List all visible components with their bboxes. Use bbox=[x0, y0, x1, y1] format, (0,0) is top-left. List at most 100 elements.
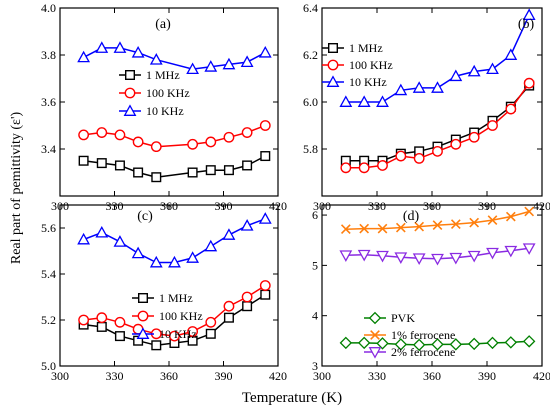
data-point bbox=[432, 220, 443, 230]
data-point bbox=[242, 301, 253, 312]
panel-label: (a) bbox=[155, 17, 171, 32]
data-point bbox=[260, 289, 271, 300]
data-point bbox=[469, 217, 480, 228]
series-3 bbox=[77, 41, 272, 75]
legend-marker bbox=[328, 43, 339, 54]
data-point bbox=[522, 8, 536, 21]
series-line bbox=[83, 155, 266, 178]
legend-label: 100 KHz bbox=[146, 86, 190, 100]
x-axis-label: Temperature (K) bbox=[242, 390, 342, 406]
data-point bbox=[258, 212, 272, 224]
data-point bbox=[96, 127, 108, 138]
x-tick-label: 300 bbox=[313, 369, 331, 383]
panel-label: (c) bbox=[137, 209, 153, 224]
data-point bbox=[505, 211, 516, 222]
data-point bbox=[504, 245, 518, 258]
data-point bbox=[223, 312, 234, 323]
y-tick-label: 5 bbox=[312, 258, 318, 272]
data-point bbox=[413, 152, 425, 164]
data-point bbox=[412, 338, 426, 352]
data-point bbox=[357, 95, 371, 107]
data-point bbox=[149, 53, 163, 65]
data-point bbox=[205, 328, 216, 339]
legend-label: 100 KHz bbox=[349, 58, 393, 72]
data-point bbox=[114, 316, 126, 328]
legend-marker bbox=[137, 293, 148, 304]
data-point bbox=[449, 69, 463, 82]
data-point bbox=[376, 337, 389, 350]
y-tick-label: 5.6 bbox=[41, 221, 56, 235]
series-1 bbox=[339, 335, 536, 352]
panel-label: (d) bbox=[403, 209, 420, 224]
data-point bbox=[187, 138, 199, 150]
series-3 bbox=[77, 212, 272, 268]
data-point bbox=[151, 172, 162, 183]
data-point bbox=[377, 223, 388, 234]
series-3 bbox=[339, 243, 536, 266]
series-2 bbox=[340, 206, 535, 235]
data-point bbox=[357, 249, 371, 262]
data-point bbox=[114, 160, 125, 171]
data-point bbox=[467, 337, 481, 351]
data-point bbox=[114, 331, 125, 342]
data-point bbox=[357, 336, 371, 350]
data-point bbox=[151, 340, 162, 351]
data-point bbox=[449, 338, 463, 351]
data-point bbox=[150, 141, 162, 153]
data-point bbox=[432, 145, 443, 157]
panel-4: 300 330 360 390 420 3 4 5 6 (d) PVK 1% ferrocene 2% … bbox=[312, 204, 550, 383]
series-line bbox=[83, 124, 266, 148]
data-point bbox=[486, 336, 499, 350]
data-point bbox=[133, 167, 144, 178]
series-3 bbox=[339, 8, 536, 107]
data-point bbox=[77, 50, 91, 63]
data-point bbox=[78, 155, 89, 166]
series-2 bbox=[78, 120, 271, 153]
data-point bbox=[467, 250, 481, 263]
data-point bbox=[414, 221, 425, 232]
data-point bbox=[376, 250, 389, 263]
data-point bbox=[431, 253, 444, 266]
y-tick-label: 6.0 bbox=[303, 95, 318, 109]
data-point bbox=[131, 246, 145, 259]
legend-marker bbox=[124, 87, 136, 99]
data-point bbox=[186, 251, 200, 263]
legend-label: 10 KHz bbox=[349, 75, 387, 89]
data-point bbox=[223, 300, 235, 312]
data-point bbox=[131, 46, 145, 58]
legend-marker bbox=[327, 59, 339, 71]
data-point bbox=[450, 138, 462, 150]
data-point bbox=[204, 60, 218, 72]
data-point bbox=[394, 252, 408, 264]
y-tick-label: 4 bbox=[312, 309, 318, 323]
data-point bbox=[259, 120, 271, 131]
data-point bbox=[449, 252, 463, 265]
legend-label: 10 KHz bbox=[159, 327, 197, 341]
data-point bbox=[259, 280, 271, 291]
x-tick-label: 420 bbox=[533, 369, 550, 383]
series-line bbox=[83, 47, 266, 70]
data-point bbox=[394, 338, 408, 351]
data-point bbox=[395, 150, 407, 162]
data-point bbox=[113, 41, 127, 53]
panel-3: 300 330 360 390 420 5.0 5.2 5.4 5.6 (c) 1 MHz 100 K… bbox=[41, 204, 287, 383]
data-point bbox=[223, 165, 234, 176]
data-point bbox=[522, 335, 536, 348]
data-point bbox=[78, 129, 90, 141]
data-point bbox=[242, 160, 253, 171]
y-tick-label: 3.6 bbox=[41, 95, 56, 109]
data-point bbox=[187, 326, 199, 337]
data-point bbox=[96, 158, 107, 169]
data-point bbox=[359, 223, 370, 234]
data-point bbox=[412, 81, 426, 93]
legend-marker bbox=[370, 330, 380, 340]
y-tick-label: 3.8 bbox=[41, 48, 56, 62]
data-point bbox=[486, 247, 499, 260]
series-line bbox=[345, 210, 530, 230]
legend-label: 2% ferrocene bbox=[391, 345, 455, 359]
legend: 1 MHz 100 KHz 10 KHz bbox=[132, 291, 203, 341]
data-point bbox=[524, 206, 535, 217]
data-point bbox=[504, 336, 518, 349]
